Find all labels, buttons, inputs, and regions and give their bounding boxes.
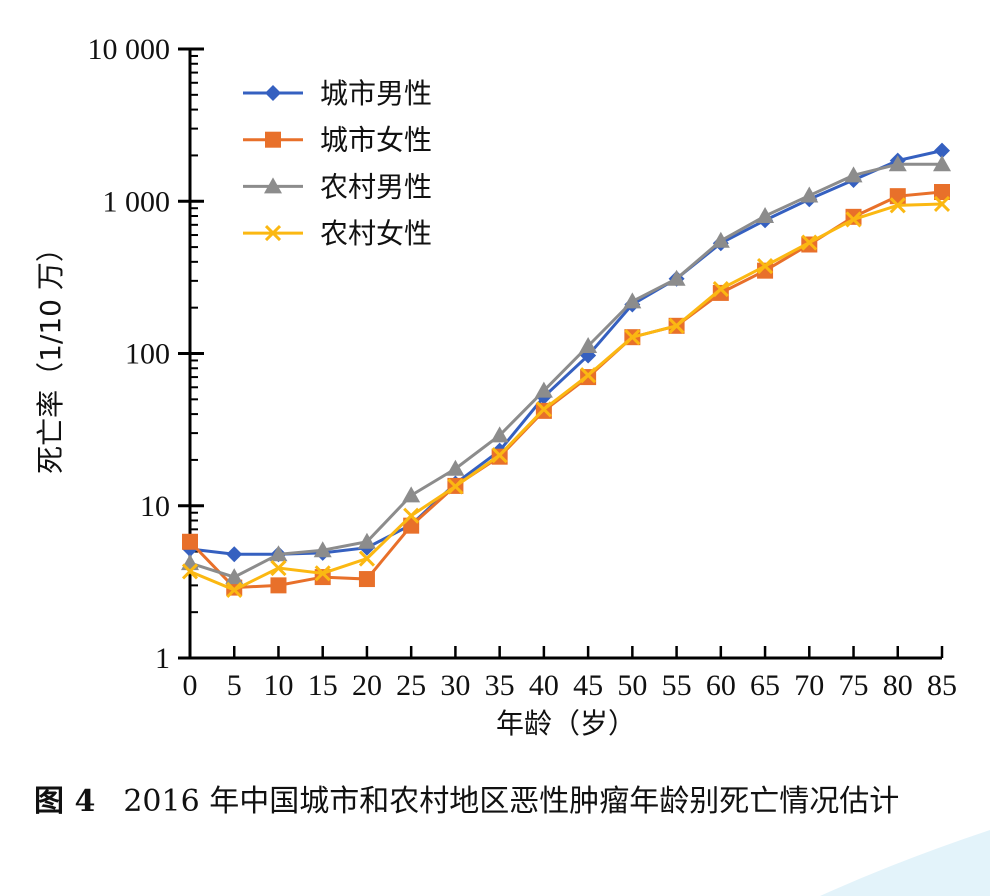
- legend-label: 农村女性: [320, 217, 432, 250]
- x-tick-label: 40: [529, 669, 559, 702]
- figure-label: 图 4: [34, 784, 96, 819]
- legend-item: 城市女性: [243, 124, 432, 157]
- data-point: [314, 565, 331, 582]
- series-2: [182, 184, 950, 596]
- x-tick-label: 60: [706, 669, 736, 702]
- data-point: [712, 281, 729, 298]
- data-point: [270, 577, 287, 594]
- data-point: [358, 571, 375, 588]
- series-group: [181, 142, 951, 598]
- y-tick-label: 1 000: [103, 185, 171, 218]
- data-point: [845, 211, 862, 228]
- legend-marker: [264, 177, 282, 194]
- data-point: [934, 142, 950, 159]
- data-point: [712, 284, 729, 301]
- data-point: [889, 197, 906, 214]
- data-point: [668, 317, 685, 334]
- data-point: [535, 401, 552, 418]
- legend-item: 城市男性: [243, 77, 432, 110]
- data-point: [313, 541, 332, 558]
- data-point: [358, 550, 376, 567]
- data-point: [226, 581, 243, 598]
- decorative-swoosh: [820, 830, 990, 896]
- data-point: [403, 507, 420, 524]
- series-3: [181, 155, 951, 585]
- data-point: [181, 563, 199, 580]
- data-point: [580, 367, 597, 384]
- series-4: [181, 195, 951, 598]
- x-tick-label: 0: [183, 669, 198, 702]
- data-point: [181, 554, 199, 571]
- series-line: [189, 162, 942, 579]
- data-point: [402, 486, 421, 503]
- x-tick-label: 55: [662, 669, 692, 702]
- x-tick-label: 85: [927, 669, 957, 702]
- data-point: [933, 155, 951, 172]
- y-tick-label: 10 000: [88, 33, 171, 66]
- x-tick-label: 65: [750, 669, 780, 702]
- data-point: [888, 155, 907, 172]
- data-point: [800, 186, 819, 203]
- legend-label: 城市女性: [320, 124, 432, 157]
- y-tick-label: 1: [155, 642, 170, 675]
- x-axis-title: 年龄（岁）: [496, 707, 636, 740]
- axes: 1 10 100 1 000 10 000 0 5 10 15 20 25 30 35 40 45 50 55 6…: [88, 33, 958, 702]
- x-tick-label: 75: [839, 669, 869, 702]
- data-point: [226, 546, 243, 563]
- legend-item: 农村男性: [243, 170, 432, 203]
- legend-label: 城市男性: [320, 77, 432, 110]
- data-point: [756, 258, 774, 275]
- data-point: [182, 533, 198, 550]
- data-point: [270, 559, 287, 577]
- x-tick-label: 20: [352, 669, 382, 702]
- x-tick-label: 5: [227, 669, 242, 702]
- x-tick-label: 45: [573, 669, 603, 702]
- figure-caption: 图 4 2016 年中国城市和农村地区恶性肿瘤年龄别死亡情况估计: [34, 778, 974, 826]
- x-tick-label: 25: [396, 669, 426, 702]
- data-point: [446, 459, 465, 476]
- x-tick-label: 10: [263, 669, 293, 702]
- legend-marker: [265, 85, 281, 101]
- data-point: [711, 231, 730, 248]
- data-point: [623, 292, 642, 309]
- x-tick-label: 35: [485, 669, 515, 702]
- y-tick-label: 10: [140, 490, 170, 523]
- series-line: [188, 190, 943, 590]
- y-tick-label: 100: [125, 338, 170, 371]
- x-tick-label: 50: [617, 669, 647, 702]
- data-point: [534, 381, 553, 398]
- figure-caption-text: 2016 年中国城市和农村地区恶性肿瘤年龄别死亡情况估计: [123, 784, 900, 819]
- x-tick-label: 15: [308, 669, 338, 702]
- series-line: [189, 202, 943, 592]
- x-tick-label: 70: [794, 669, 824, 702]
- data-point: [624, 329, 641, 346]
- legend-marker: [264, 225, 282, 242]
- data-point: [357, 532, 376, 549]
- series-line: [189, 149, 943, 556]
- series-1: [182, 142, 950, 563]
- x-tick-label: 30: [440, 669, 470, 702]
- x-tick-label: 80: [883, 669, 913, 702]
- data-point: [756, 207, 775, 224]
- data-point: [844, 166, 863, 183]
- data-point: [667, 269, 686, 286]
- data-point: [269, 545, 288, 562]
- legend-label: 农村男性: [320, 170, 432, 203]
- y-axis-title: 死亡率（1/10 万）: [34, 234, 67, 474]
- data-point: [801, 234, 818, 251]
- data-point: [490, 426, 509, 443]
- legend-item: 农村女性: [243, 217, 432, 250]
- legend-marker: [265, 131, 281, 148]
- data-point: [579, 337, 598, 354]
- data-point: [933, 195, 951, 213]
- data-point: [447, 478, 464, 495]
- data-point: [491, 447, 508, 464]
- data-point: [225, 568, 244, 585]
- data-point: [934, 184, 950, 201]
